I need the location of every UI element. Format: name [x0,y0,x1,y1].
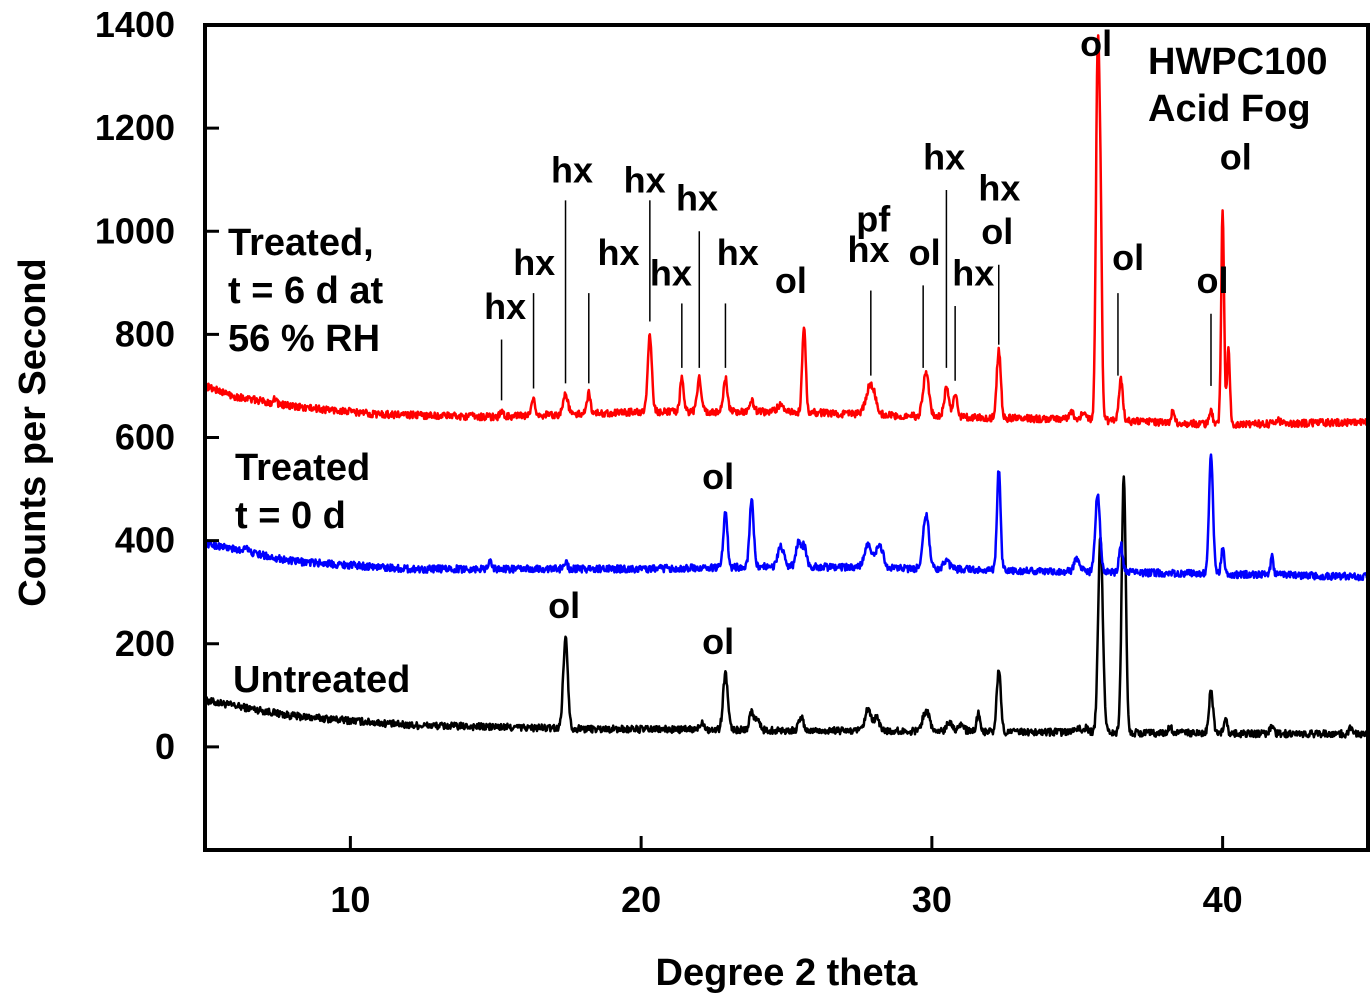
peak-annotation: ol [702,456,734,497]
peak-annotation: ol [1112,237,1144,278]
peak-annotation: hx [952,252,994,293]
y-tick-label: 1400 [95,4,175,45]
y-tick-label: 0 [155,726,175,767]
series-layer [203,34,1370,739]
y-tick-label: 1000 [95,210,175,251]
peak-annotation: ol [548,585,580,626]
peak-annotation: hx [624,160,666,201]
peak-annotation: ol [775,260,807,301]
series-line [203,475,1369,739]
series-line [203,34,1370,429]
series-label: t = 6 d at [228,270,384,312]
sample-label: Acid Fog [1148,88,1311,130]
peak-annotation: hx [551,149,593,190]
series-line [203,453,1370,582]
y-axis-title: Counts per Second [12,258,54,606]
series-label: Treated [235,447,370,489]
x-axis-title: Degree 2 theta [656,952,919,993]
peak-annotation: hx [676,178,718,219]
peak-annotation: hx [848,229,890,270]
peak-annotation: hx [717,232,759,273]
y-tick-label: 800 [115,313,175,354]
x-tick-label: 20 [621,879,661,920]
peak-annotation: hx [978,167,1020,208]
y-tick-label: 200 [115,623,175,664]
sample-label: HWPC100 [1148,41,1328,83]
peak-annotation: hx [598,232,640,273]
peak-annotation: ol [1080,23,1112,64]
peak-annotation: hx [650,252,692,293]
x-tick-label: 10 [330,879,370,920]
axis-layer: 0 200 400 600 800 1000 1200 1400 10 20 30 40 [95,4,1243,920]
x-tick-label: 30 [912,879,952,920]
series-label: t = 0 d [235,495,346,537]
y-tick-label: 400 [115,520,175,561]
peak-annotation: ol [702,621,734,662]
peak-annotation: hx [513,242,555,283]
peak-annotation: ol [1220,136,1252,177]
series-label: 56 % RH [228,318,380,360]
series-label: Treated, [228,222,374,264]
peak-annotation: pf [856,198,891,239]
y-tick-label: 1200 [95,107,175,148]
label-layer: Untreated Treated t = 0 d Treated, t = 6 d a… [228,41,1328,701]
peak-annotation: hx [923,136,965,177]
peak-annotation: ol [909,232,941,273]
peak-annotation: ol [1196,260,1228,301]
series-label: Untreated [233,659,410,701]
x-tick-label: 40 [1203,879,1243,920]
peak-annotation: hx [484,286,526,327]
peak-annotation: ol [981,211,1013,252]
y-tick-label: 600 [115,417,175,458]
